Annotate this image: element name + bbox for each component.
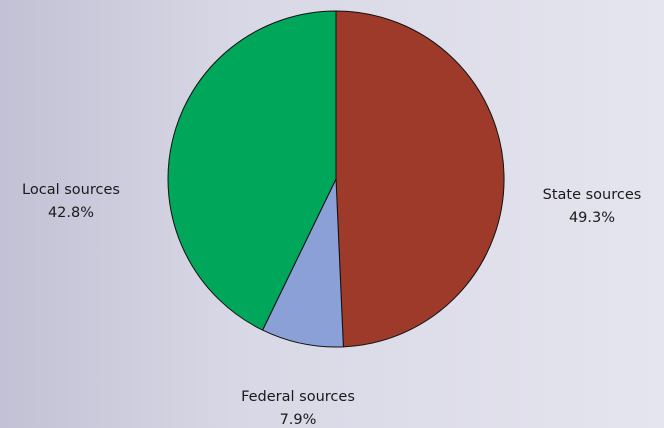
slice-state-sources [335, 10, 505, 348]
slice-value-state-sources: 49.3% [569, 210, 615, 226]
slice-value-local-sources: 42.8% [48, 205, 94, 221]
slice-value-federal-sources: 7.9% [280, 412, 317, 428]
pie-slices [167, 10, 505, 348]
slice-local-sources [167, 10, 337, 331]
slice-labels: State sources 49.3% Federal sources 7.9% Loc… [22, 182, 641, 428]
slice-label-federal-sources: Federal sources [241, 389, 355, 405]
slice-label-state-sources: State sources [543, 187, 642, 203]
slice-label-local-sources: Local sources [22, 182, 120, 198]
